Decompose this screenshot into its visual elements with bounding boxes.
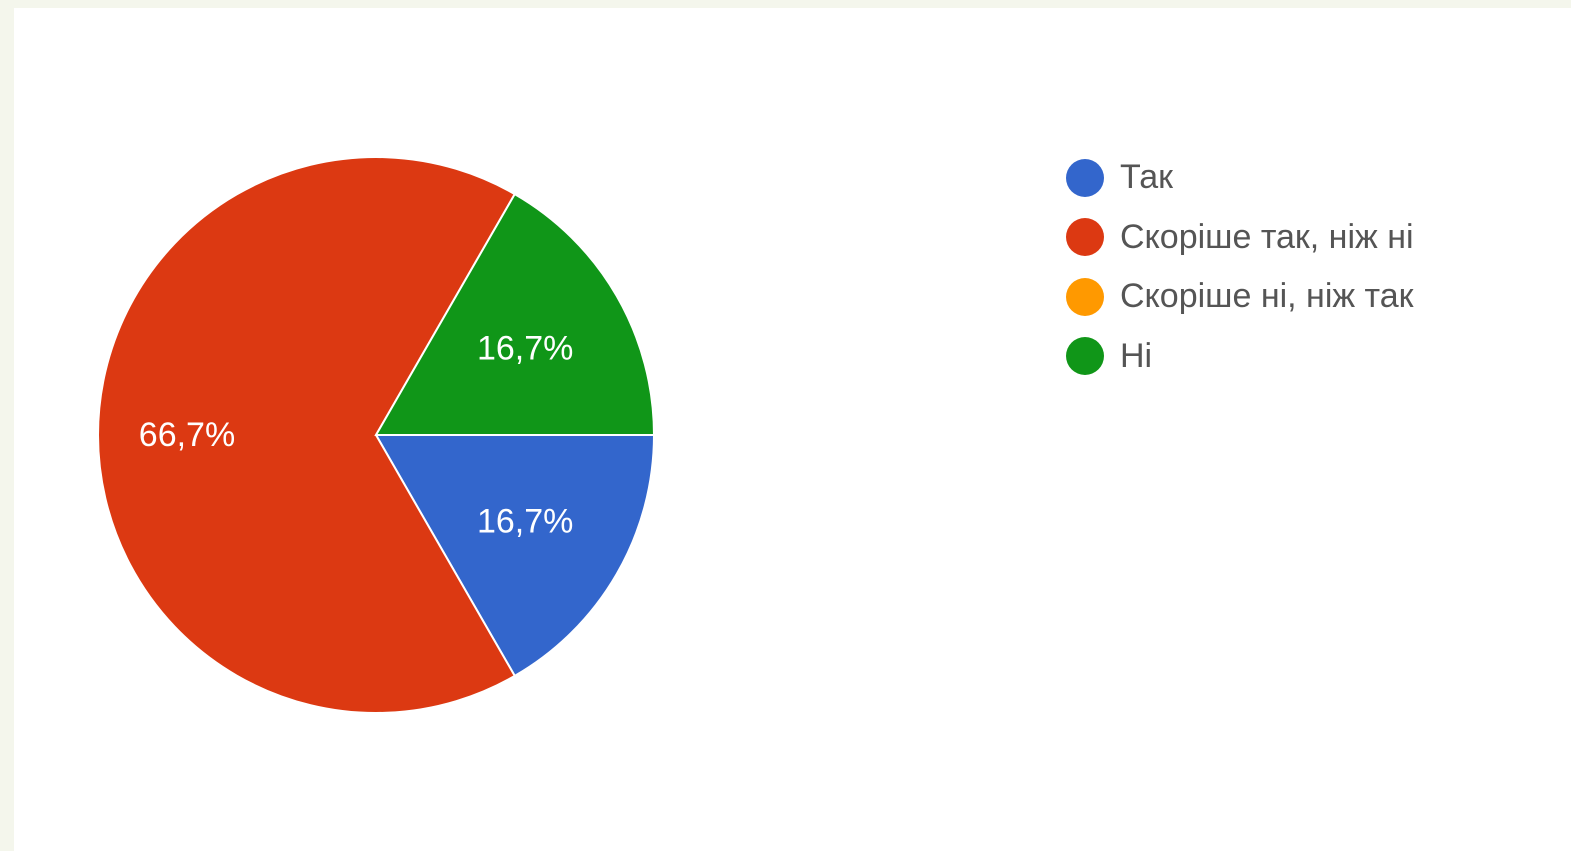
legend-label: Так (1120, 158, 1174, 197)
pie-value-labels: 16,7% 66,7% 16,7% (139, 330, 574, 541)
pie-slices (97, 156, 656, 714)
legend-label: Скоріше так, ніж ні (1120, 217, 1414, 256)
pie-slice-label-3: 16,7% (477, 330, 573, 368)
legend-item-skorishe-tak[interactable]: Скоріше так, ніж ні (1066, 208, 1414, 268)
legend-swatch-icon (1066, 218, 1104, 257)
pie-slice-1[interactable] (97, 156, 517, 714)
legend-label: Ні (1120, 336, 1153, 375)
legend-swatch-icon (1066, 158, 1104, 197)
pie-slice-label-1: 66,7% (139, 416, 235, 454)
legend-label: Скоріше ні, ніж так (1120, 277, 1414, 316)
legend: Так Скоріше так, ніж ні Скоріше ні, ніж … (1066, 148, 1414, 386)
legend-swatch-icon (1066, 277, 1104, 316)
legend-item-tak[interactable]: Так (1066, 148, 1414, 208)
pie-slice-3[interactable] (374, 192, 656, 436)
legend-swatch-icon (1066, 337, 1104, 376)
pie-slice-0[interactable] (374, 434, 656, 678)
legend-item-ni[interactable]: Ні (1066, 327, 1414, 387)
legend-item-skorishe-ni[interactable]: Скоріше ні, ніж так (1066, 267, 1414, 327)
pie-slice-label-0: 16,7% (477, 502, 573, 540)
